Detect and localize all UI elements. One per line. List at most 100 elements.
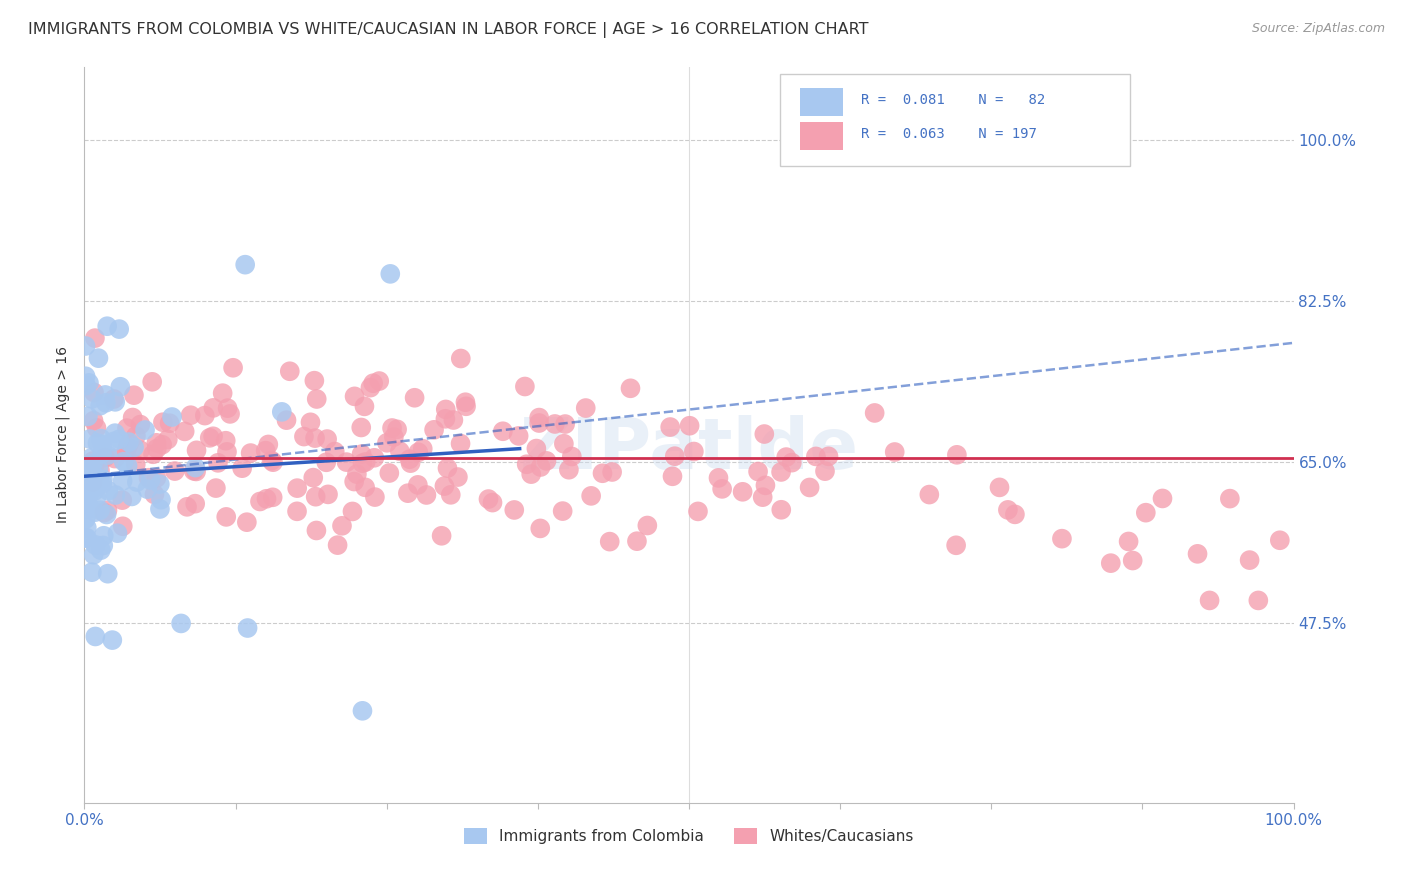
Point [441,413,464,427]
Point [404,391,426,405]
Point [129,417,152,432]
Point [323,444,346,458]
Point [678,418,700,433]
Point [80,392,103,406]
Point [503,503,526,517]
Point [156,433,179,447]
Point [285,504,308,518]
Point [579,489,602,503]
Point [412,442,434,456]
Point [80,565,103,579]
Point [77,480,100,494]
Point [149,477,172,491]
Point [352,704,374,718]
Point [87,461,110,475]
Point [160,410,183,425]
Point [330,518,353,533]
Point [82,456,104,470]
Point [118,435,141,450]
Point [117,458,139,473]
Point [149,502,172,516]
Point [83,385,105,400]
Point [398,452,420,467]
Point [1187,547,1209,561]
Point [173,425,195,439]
Point [183,464,205,478]
Point [239,446,262,460]
Point [141,375,163,389]
Point [945,538,967,552]
Point [257,437,280,451]
Point [711,482,734,496]
Point [381,421,404,435]
Point [1219,491,1241,506]
Point [342,504,364,518]
Point [361,376,384,391]
Point [592,467,614,481]
Point [80,463,103,477]
Point [359,381,381,395]
Point [450,436,472,450]
Point [450,351,472,366]
Point [96,503,118,517]
Point [231,461,253,475]
Point [527,416,550,430]
Point [799,480,821,494]
Point [561,450,583,464]
Point [96,319,118,334]
Point [91,539,114,553]
FancyBboxPatch shape [780,74,1130,166]
Point [368,374,391,388]
Point [152,415,174,429]
Point [176,500,198,514]
Point [380,267,402,281]
Point [527,410,550,425]
Point [129,443,152,458]
Text: Source: ZipAtlas.com: Source: ZipAtlas.com [1251,22,1385,36]
Point [94,396,117,410]
Point [335,455,357,469]
Point [447,470,470,484]
Point [352,456,374,470]
Text: R =  0.081    N =   82: R = 0.081 N = 82 [860,93,1045,107]
Point [388,444,411,458]
Point [600,465,623,479]
Point [988,480,1011,494]
Point [396,486,419,500]
Point [222,360,245,375]
Point [97,566,120,581]
Point [150,492,173,507]
Point [117,440,139,454]
Point [433,479,456,493]
Point [207,456,229,470]
Point [775,450,797,464]
Point [1050,532,1073,546]
Point [76,531,98,545]
Point [170,616,193,631]
Point [529,521,551,535]
Point [544,417,567,431]
Point [524,442,547,456]
Point [104,426,127,441]
Point [121,410,143,425]
Point [415,488,437,502]
Point [104,395,127,409]
Point [508,429,530,443]
Y-axis label: In Labor Force | Age > 16: In Labor Force | Age > 16 [56,346,70,524]
Point [664,449,686,463]
Point [91,476,114,491]
Point [363,450,385,465]
Point [423,423,446,437]
Point [378,466,401,480]
Point [104,488,127,502]
Point [89,463,111,477]
Point [159,416,181,430]
Point [754,427,776,442]
Point [1118,534,1140,549]
Point [76,464,98,478]
Point [553,436,575,450]
Point [285,481,308,495]
Point [346,467,368,482]
Point [87,351,110,366]
Point [304,374,326,388]
